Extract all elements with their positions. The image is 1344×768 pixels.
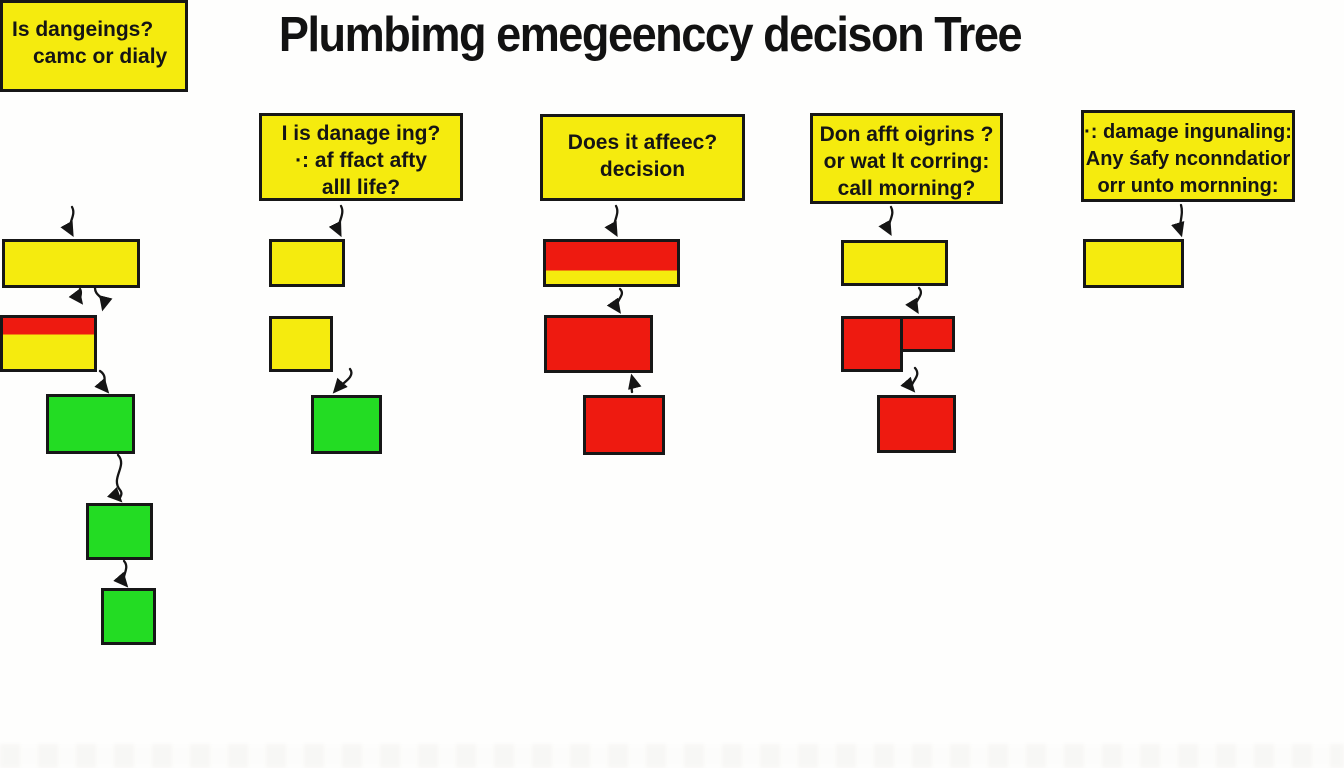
question-box-1: Is dangeings? camc or dialy [0, 0, 188, 92]
question-box-2-line-3: alll life? [321, 176, 401, 199]
col2-node-green [311, 395, 382, 454]
arrow-col4-red-red [900, 366, 919, 393]
question-box-4-line-2: or wat lt corring: [823, 150, 990, 173]
question-box-2-line-2: ·: af ffact afty [295, 149, 427, 172]
arrow-col1-short-down [68, 287, 84, 305]
col1-node-red-yellow [0, 315, 97, 372]
arrow-col3-header-down [604, 204, 619, 238]
question-box-3-line-2: decision [599, 158, 686, 181]
col4-node-red-right [900, 316, 955, 352]
arrow-col5-header-down [1171, 203, 1185, 238]
arrow-col1-header-down [60, 205, 75, 238]
col1-node-yellow [2, 239, 140, 288]
question-box-3: Does it affeec? decision [540, 114, 745, 201]
col4-node-yellow [841, 240, 948, 286]
question-box-5-line-1: ·: damage ingunaling: [1084, 121, 1292, 143]
question-box-5-line-3: orr unto mornning: [1097, 175, 1279, 197]
col4-node-red-left [841, 316, 903, 372]
col3-node-red-2 [583, 395, 665, 455]
col1-node-green-1 [46, 394, 135, 454]
question-box-2-line-1: I is danage ing? [281, 122, 441, 145]
col2-node-yellow-2 [269, 316, 333, 372]
diagram-title: Plumbimg emegeenccy decison Tree [278, 6, 1023, 62]
question-box-4-line-3: call morning? [837, 177, 976, 200]
col1-node-green-3 [101, 588, 156, 645]
arrow-col1-to-green1 [94, 369, 110, 394]
question-box-1-line-2: camc or dialy [33, 45, 168, 68]
col3-node-red-yellow [543, 239, 680, 287]
arrow-col1-green2-green3 [113, 559, 129, 588]
arrow-col1-green1-green2 [106, 453, 123, 503]
question-box-5-line-2: Any śafy nconndatior [1085, 148, 1291, 170]
arrow-col4-yellow-red [905, 286, 922, 314]
faded-bottom-artifact [0, 744, 1344, 768]
col4-node-red-bottom [877, 395, 956, 453]
arrow-col2-to-green [332, 367, 353, 394]
arrow-col4-header-down [878, 205, 894, 237]
col1-node-green-2 [86, 503, 153, 560]
arrow-col2-header-down [328, 204, 344, 238]
question-box-2: I is danage ing? ·: af ffact afty alll l… [259, 113, 463, 201]
question-box-4: Don afft oigrins ? or wat lt corring: ca… [810, 113, 1003, 204]
arrow-col3-box1-box2 [606, 287, 623, 314]
col3-node-red-1 [544, 315, 653, 373]
col5-node-yellow [1083, 239, 1184, 288]
arrow-col1-bent-down [93, 286, 113, 312]
col2-node-yellow-1 [269, 239, 345, 287]
arrow-col3-box3-up [628, 373, 642, 394]
question-box-4-line-1: Don afft oigrins ? [819, 123, 994, 146]
question-box-3-line-1: Does it affeec? [567, 131, 718, 154]
question-box-5: ·: damage ingunaling: Any śafy nconndati… [1081, 110, 1295, 202]
question-box-1-line-1: Is dangeings? [12, 18, 154, 41]
